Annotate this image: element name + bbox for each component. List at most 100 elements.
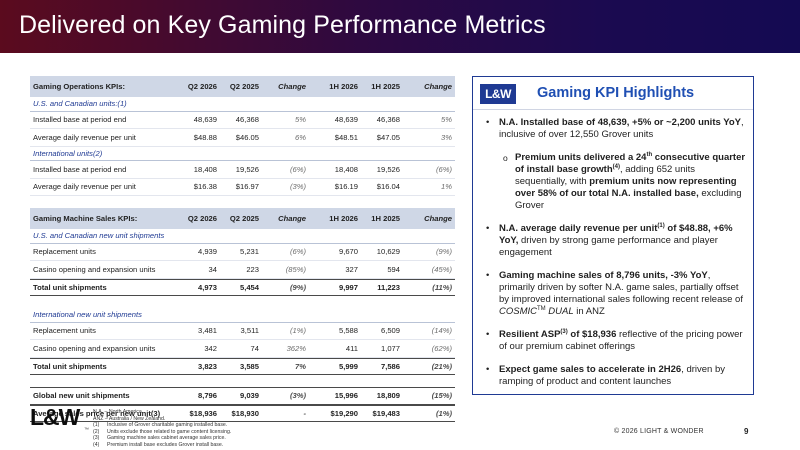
table-cell: 411 [345,343,358,353]
row-label: Casino opening and expansion units [33,264,156,274]
column-header: 1H 2026 [329,82,358,91]
table-cell: 9,670 [338,247,358,257]
table-cell: (1%) [289,326,306,336]
footnote-number: (3) [93,435,100,441]
lw-logo-footer: L&W ™ [30,404,92,434]
table-cell: 18,809 [376,391,400,401]
table-cell: 6,509 [380,326,400,336]
page-number: 9 [744,427,749,436]
column-header: 1H 2025 [371,214,400,223]
table-cell: 48,639 [193,115,217,125]
global-row: Global new unit shipments 8,796 9,039 (3%) 1… [30,387,455,405]
table-cell: $18,936 [189,408,217,418]
table-cell: $16.97 [235,182,259,192]
column-header: 1H 2025 [371,82,400,91]
kpi-table: Gaming Operations KPIs: Q2 2026 Q2 2025 Cha… [30,76,455,422]
section-label: International new unit shipments [33,310,142,320]
lw-logo-text: L&W [30,404,80,430]
highlight-machine-sales: Gaming machine sales of 8,796 units, -3%… [485,270,747,318]
table-cell: 7,586 [380,361,400,371]
table-cell: 6% [295,132,306,142]
table-cell: 223 [246,264,259,274]
row-label: Total unit shipments [33,282,107,292]
row-label: Total unit shipments [33,361,107,371]
table-cell: 594 [387,264,400,274]
column-header: Q2 2025 [229,82,259,91]
gaming-machine-sales-table: Gaming Machine Sales KPIs: Q2 2026 Q2 2025… [30,208,455,422]
footnote: (4) Premium install base excludes Grover … [93,442,231,449]
table-cell: 342 [204,343,217,353]
table-row: Average daily revenue per unit $16.38 $16.… [30,179,455,196]
column-header: Q2 2025 [229,214,259,223]
table-cell: $48.51 [334,132,358,142]
table-row: Replacement units 4,939 5,231 (6%) 9,670 10,6… [30,244,455,261]
column-header: Gaming Operations KPIs: [33,82,125,91]
column-header: Change [424,214,452,223]
table-row: Casino opening and expansion units 342 74 3… [30,340,455,358]
table-row: Casino opening and expansion units 34 223 (… [30,261,455,279]
footnote: (2) Units exclude those related to game c… [93,429,231,436]
table-cell: (9%) [289,282,306,292]
table-cell: $46.05 [235,132,259,142]
table-cell: $19,290 [330,408,358,418]
column-header: Q2 2026 [187,82,217,91]
table-row: Installed base at period end 18,408 19,526… [30,161,455,179]
table-cell: 1,077 [380,343,400,353]
table-cell: 18,408 [334,164,358,174]
section-label-row: U.S. and Canadian units:(1) [30,97,455,112]
row-label: Installed base at period end [33,115,127,125]
table-cell: $16.19 [334,182,358,192]
table-cell: 19,526 [376,164,400,174]
highlights-list: N.A. Installed base of 48,639, +5% or ~2… [485,117,747,399]
table-cell: $16.38 [193,182,217,192]
title-banner: Delivered on Key Gaming Performance Metr… [0,0,800,53]
footnote-abbr-anz: ANZ – Australia / New Zealand. [93,415,166,422]
row-label: Average sales price per new unit(3) [33,408,161,418]
gaming-operations-table: Gaming Operations KPIs: Q2 2026 Q2 2025 Cha… [30,76,455,196]
lw-logo: L&W [480,84,516,104]
table-cell: (21%) [431,361,452,371]
table-cell: 34 [208,264,217,274]
highlights-panel: L&W Gaming KPI Highlights N.A. Installed… [472,76,754,395]
row-label: Replacement units [33,247,96,257]
row-label: Installed base at period end [33,164,127,174]
table-cell: 3,823 [197,361,217,371]
table-cell: 9,997 [338,282,358,292]
footnote-text: Inclusive of Grover charitable gaming in… [107,422,228,428]
table-cell: $18,930 [231,408,259,418]
global-row: Average sales price per new unit(3) $18,9… [30,404,455,422]
footnote-abbr-na: N.A. – North America. [93,409,144,415]
total-row: Total unit shipments 4,973 5,454 (9%) 9,997 1… [30,278,455,296]
table-cell: 5,231 [239,247,259,257]
row-label: Global new unit shipments [33,391,130,401]
table-cell: 19,526 [235,164,259,174]
table-cell: (62%) [431,343,452,353]
footnote: (3) Gaming machine sales cabinet average … [93,435,231,442]
section-label: U.S. and Canadian units:(1) [33,99,127,109]
table-cell: (11%) [432,282,452,292]
trademark-mark: ™ [84,427,89,433]
footnote-text: Units exclude those related to game cont… [107,428,232,435]
table-cell: $19,483 [372,408,400,418]
column-header: Change [278,214,306,223]
table-cell: (15%) [431,391,452,401]
table-cell: $47.05 [376,132,400,142]
table-row: Average daily revenue per unit $48.88 $46.… [30,129,455,147]
highlights-header: L&W Gaming KPI Highlights [473,77,753,110]
table-cell: (6%) [289,164,306,174]
table-cell: - [303,408,306,418]
column-header: Change [424,82,452,91]
table-cell: 3% [441,132,452,142]
table-cell: 3,585 [239,361,259,371]
section-label: International units(2) [33,148,103,158]
footnote-number: (1) [93,422,100,428]
column-header: Q2 2026 [187,214,217,223]
table-header-row: Gaming Machine Sales KPIs: Q2 2026 Q2 2025… [30,208,455,229]
footnote-list: (1) Inclusive of Grover charitable gaming… [93,422,231,448]
highlight-installed-base: N.A. Installed base of 48,639, +5% or ~2… [485,117,747,141]
total-row: Total unit shipments 3,823 3,585 7% 5,999 7,5… [30,357,455,375]
table-cell: 8,796 [197,391,217,401]
footnote-text: Premium install base excludes Grover ins… [107,441,224,448]
footnote-number: (2) [93,428,100,435]
table-cell: 15,996 [334,391,358,401]
